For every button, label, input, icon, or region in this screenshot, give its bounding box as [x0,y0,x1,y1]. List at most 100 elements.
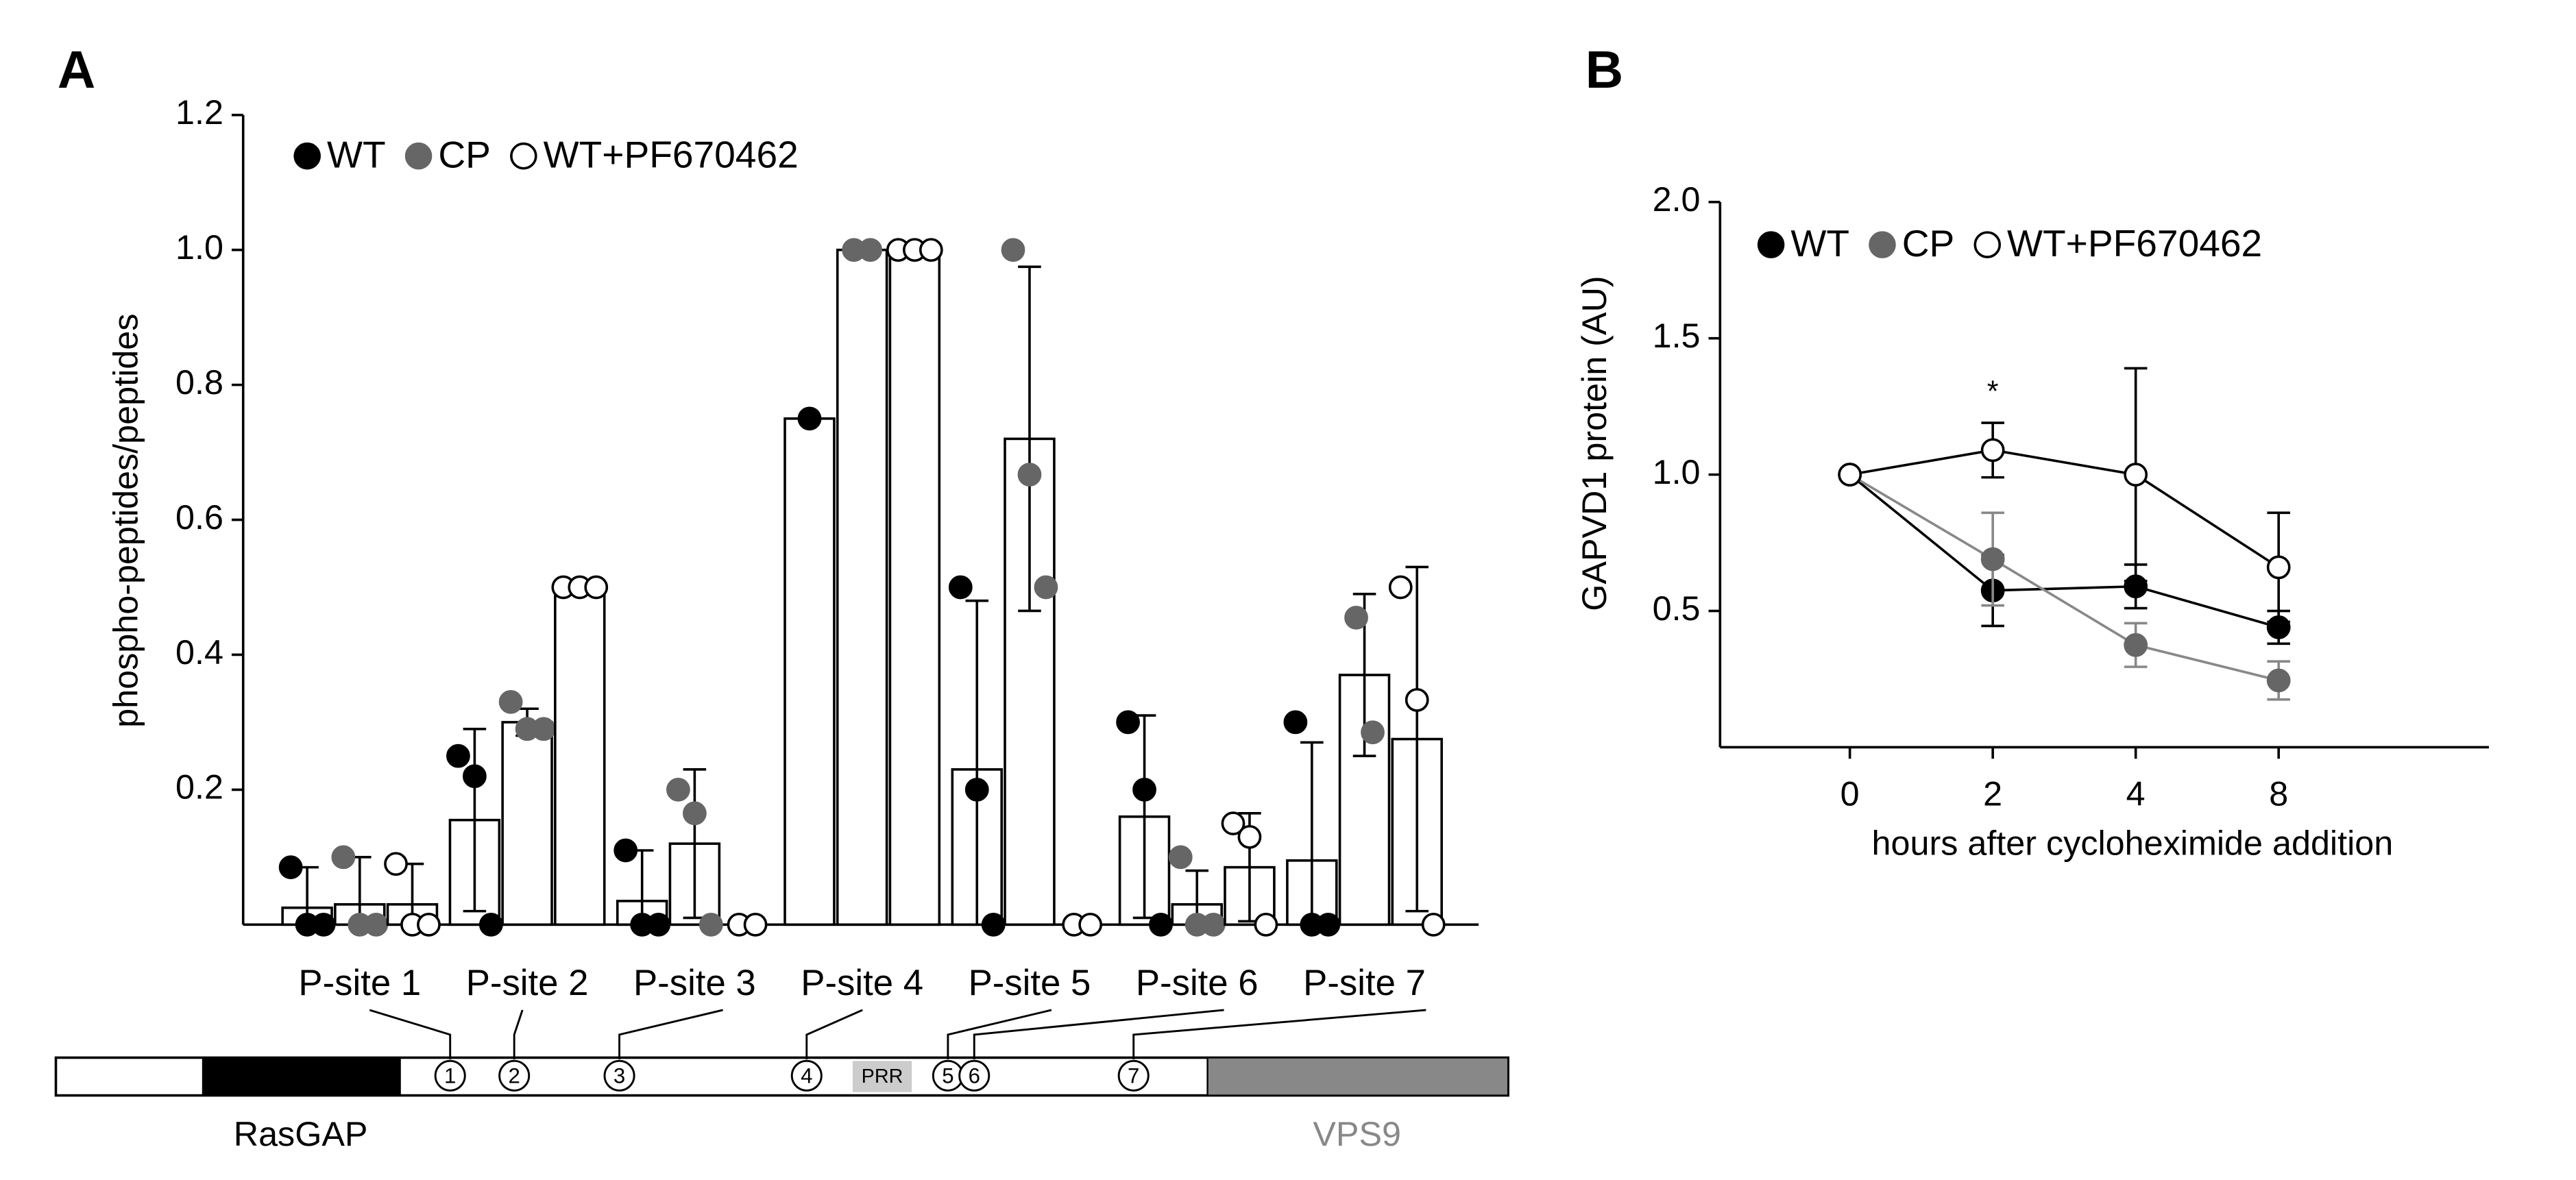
site-circle [790,1059,823,1092]
data-point [1034,575,1058,600]
data-point [919,238,943,262]
data-point [331,845,356,870]
data-point [1361,720,1385,745]
data-point [1254,912,1278,937]
legend-label: CP [1902,222,1955,265]
data-point [646,912,671,937]
x-tick-label: 8 [2269,774,2288,813]
x-tick-label: P-site 1 [298,963,421,1003]
domain-label: RasGAP [234,1114,368,1153]
data-point [1838,463,1862,487]
x-tick-label: P-site 6 [1136,963,1259,1003]
connector [973,1009,1224,1059]
y-tick-label: 0.6 [175,497,223,537]
y-axis-label: phospho-peptides/peptides [106,314,145,728]
connector [947,1009,1052,1059]
legend-label: WT [1790,222,1849,265]
y-tick-label: 0.8 [175,362,223,402]
legend-marker [1869,231,1896,258]
site-circle [434,1059,466,1092]
data-point [463,764,487,789]
site-circle [603,1059,635,1092]
data-point [364,912,389,937]
data-point [683,801,707,826]
bar [836,248,888,926]
y-tick-label: 1.5 [1653,316,1701,355]
data-point [278,855,303,880]
x-tick-label: P-site 2 [466,963,589,1003]
data-point [1168,845,1193,870]
connector [1132,1009,1426,1059]
x-tick-label: P-site 3 [633,963,756,1003]
site-label: 2 [509,1064,520,1087]
data-point [666,778,690,802]
series-line [1849,474,2279,682]
data-point [1405,688,1429,712]
x-tick-label: P-site 4 [801,963,923,1003]
annotation: * [1987,375,1999,408]
data-point [1017,463,1042,487]
data-point [417,912,441,937]
legend-label: WT+PF670462 [544,134,799,176]
legend-marker [1973,231,2002,258]
data-point [446,743,470,768]
data-point [1201,912,1226,937]
domain [852,1061,912,1092]
panel-label: A [58,41,95,99]
connector [805,1009,863,1059]
data-point [1132,778,1156,802]
data-point [1344,605,1368,630]
panel-label: B [1585,41,1623,99]
data-point [384,852,408,876]
data-point [2266,555,2291,580]
data-point [698,912,723,937]
data-point [797,406,822,431]
data-point [1221,811,1246,836]
data-point [2266,668,2291,693]
data-point [498,690,523,714]
legend-marker [1757,231,1785,258]
site-label: 5 [942,1064,953,1087]
x-tick-label: P-site 5 [969,963,1091,1003]
data-point [1078,912,1103,937]
y-tick-label: 0.2 [175,767,223,807]
site-circle [958,1059,991,1092]
data-point [1149,912,1173,937]
site-label: 6 [969,1064,980,1087]
bar [888,248,941,926]
data-point [1283,710,1308,735]
data-point [584,575,609,600]
y-axis-label: GAPVD1 protein (AU) [1575,275,1614,611]
legend-marker [404,142,433,170]
site-label: 3 [613,1064,625,1087]
legend-label: WT+PF670462 [2007,222,2262,265]
series-line [1849,474,2279,629]
domain [1206,1057,1509,1096]
connector [513,1009,524,1059]
data-point [858,238,883,262]
y-tick-label: 0.5 [1653,589,1701,628]
connector [369,1009,452,1059]
data-point [964,778,989,802]
legend-label: CP [438,134,491,176]
x-tick-label: 2 [1983,774,2002,813]
y-tick-label: 0.4 [175,632,223,672]
bar [501,721,553,926]
domain [202,1057,401,1096]
domain-label: PRR [862,1066,903,1087]
data-point [1980,547,2005,571]
site-circle [498,1059,531,1092]
y-tick-label: 1.0 [1653,452,1701,491]
data-point [1116,710,1140,735]
y-tick-label: 1.0 [175,228,223,267]
connector [618,1009,723,1059]
x-tick-label: 4 [2126,774,2146,813]
legend-marker [293,142,321,170]
data-point [2124,463,2148,487]
bar [783,417,836,926]
series-line [1849,449,2280,569]
data-point [1980,438,2005,463]
site-circle [1117,1059,1150,1092]
